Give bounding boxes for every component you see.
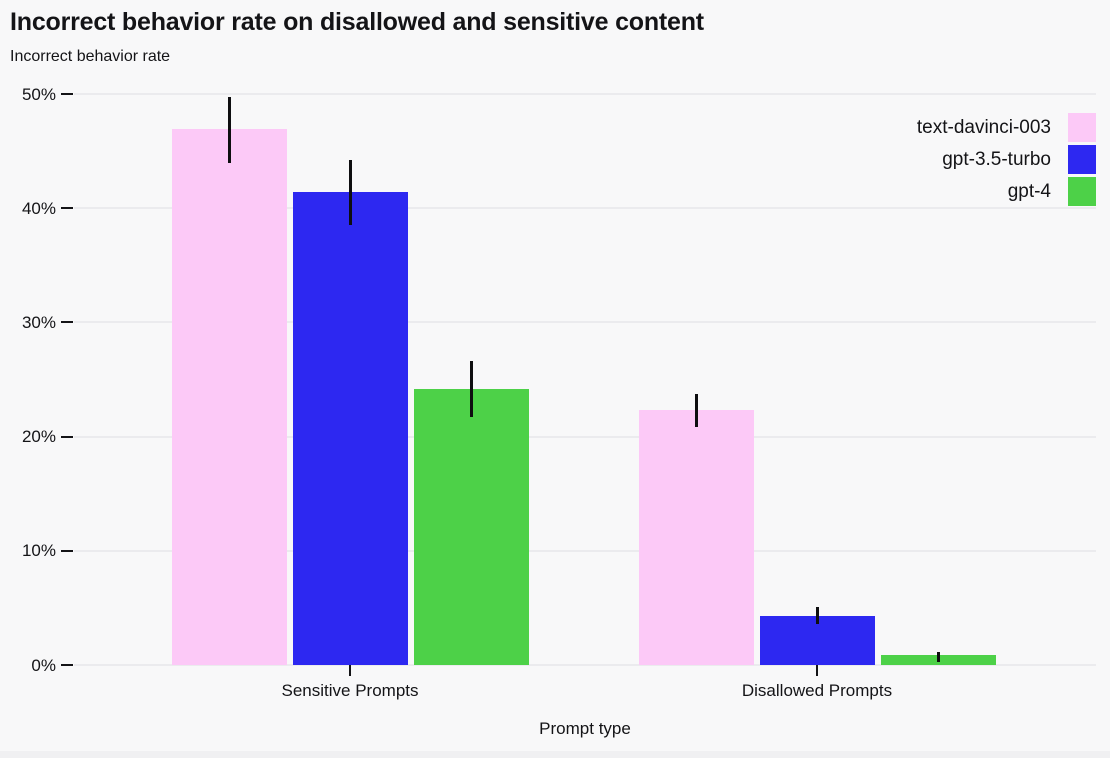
error-bar (815, 606, 819, 624)
legend-swatch (1068, 113, 1096, 142)
legend-label: text-davinci-003 (916, 116, 1051, 138)
legend-swatch (1068, 145, 1096, 174)
bar-gpt-4-0 (413, 388, 529, 665)
gridline (74, 93, 1096, 95)
y-axis-tick-label: 50% (21, 84, 56, 104)
legend-item: gpt-4 (700, 177, 1096, 206)
error-bar (469, 361, 473, 418)
bar-gpt-3.5-turbo-1 (759, 615, 875, 665)
x-axis-title: Prompt type (539, 719, 631, 738)
legend-item: text-davinci-003 (700, 113, 1096, 142)
legend-item: gpt-3.5-turbo (700, 145, 1096, 174)
legend-label: gpt-4 (1007, 180, 1051, 202)
y-axis-tick (61, 435, 73, 438)
chart-subtitle-y-axis-label: Incorrect behavior rate (10, 48, 171, 65)
error-bar (936, 652, 940, 662)
bar-text-davinci-003-1 (638, 410, 754, 665)
x-axis-tick (816, 665, 818, 676)
y-axis-tick (61, 207, 73, 210)
y-axis-tick (61, 664, 73, 666)
x-axis-tick (349, 665, 351, 676)
x-axis-category-label: Disallowed Prompts (741, 681, 893, 700)
x-axis-category-label: Sensitive Prompts (281, 681, 419, 700)
y-axis-tick (61, 93, 73, 95)
y-axis-tick-label: 40% (21, 198, 56, 218)
bar-text-davinci-003-0 (171, 129, 287, 665)
gridline (74, 664, 1096, 666)
bar-gpt-3.5-turbo-0 (292, 192, 408, 665)
y-axis-tick-label: 10% (21, 541, 56, 561)
legend-label: gpt-3.5-turbo (942, 148, 1051, 170)
y-axis-tick (61, 321, 73, 324)
gridline (74, 207, 1096, 210)
y-axis-tick-label: 20% (21, 427, 56, 447)
gridline (74, 321, 1096, 324)
y-axis-tick-label: 0% (31, 655, 56, 675)
legend-swatch (1068, 177, 1096, 206)
error-bar (227, 97, 231, 163)
gridline (74, 435, 1096, 438)
error-bar (348, 160, 352, 226)
footer-strip (0, 751, 1110, 758)
gridline (74, 549, 1096, 552)
y-axis-tick (61, 549, 73, 552)
y-axis-tick-label: 30% (21, 312, 56, 332)
error-bar (694, 394, 698, 428)
chart-title: Incorrect behavior rate on disallowed an… (10, 8, 704, 36)
